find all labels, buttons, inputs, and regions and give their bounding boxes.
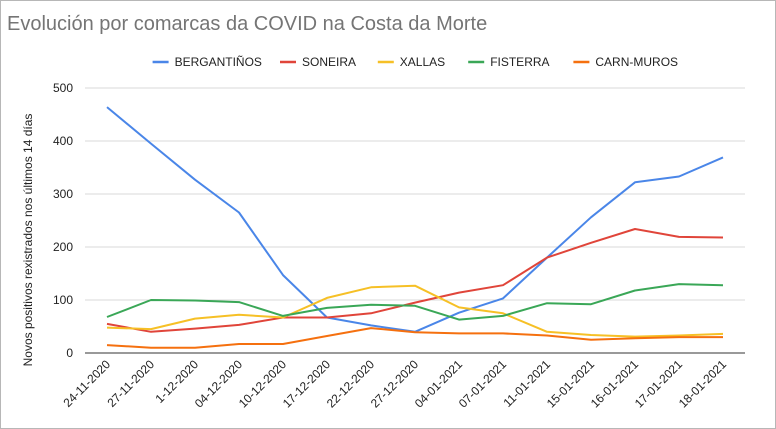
legend-label: BERGANTIÑOS xyxy=(175,55,262,69)
legend-label: FISTERRA xyxy=(490,55,549,69)
y-tick-label: 100 xyxy=(53,293,73,307)
legend-label: XALLAS xyxy=(400,55,445,69)
y-tick-label: 300 xyxy=(53,187,73,201)
series-line-carn-muros xyxy=(106,327,723,349)
legend: BERGANTIÑOS SONEIRA XALLAS FISTERRA CARN-MUR… xyxy=(152,55,678,69)
y-axis-label: Novos positivos rexistrados nos últimos … xyxy=(21,114,35,367)
y-ticks: 0 100 200 300 400 500 xyxy=(53,81,73,360)
series-lines xyxy=(106,106,724,349)
x-tick-label: 27-11-2020 xyxy=(104,357,157,410)
chart-title: Evolución por comarcas da COVID na Costa… xyxy=(7,13,488,35)
legend-label: CARN-MUROS xyxy=(595,55,678,69)
y-tick-label: 0 xyxy=(66,346,73,360)
series-line-xallas xyxy=(106,284,724,338)
grid xyxy=(85,87,745,354)
x-ticks: 24-11-202027-11-20201-12-202004-12-20201… xyxy=(60,357,729,411)
series-line-fisterra xyxy=(106,283,724,321)
y-tick-label: 400 xyxy=(53,134,73,148)
legend-label: SONEIRA xyxy=(302,55,356,69)
series-line-soneira xyxy=(106,228,724,333)
x-tick-label: 07-01-2021 xyxy=(456,357,510,411)
y-tick-label: 200 xyxy=(53,240,73,254)
x-tick-label: 18-01-2021 xyxy=(676,357,730,411)
y-tick-label: 500 xyxy=(53,81,73,95)
